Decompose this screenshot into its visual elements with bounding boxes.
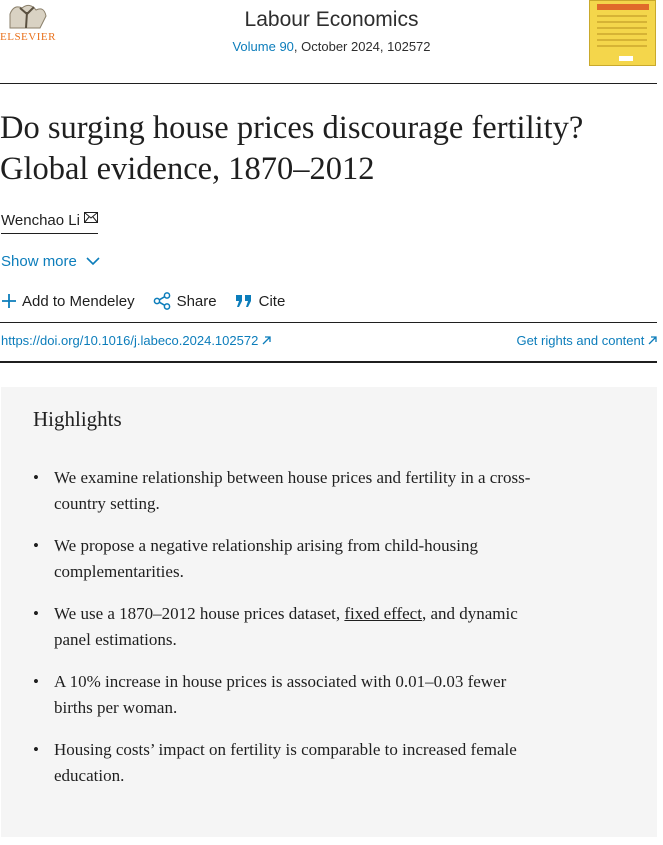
cite-button[interactable]: Cite <box>235 292 286 310</box>
highlight-item: We use a 1870–2012 house prices dataset,… <box>33 601 534 653</box>
external-icon <box>648 336 657 345</box>
highlight-text: We use a 1870–2012 house prices dataset, <box>54 604 345 623</box>
highlight-item: We examine relationship between house pr… <box>33 465 534 517</box>
quote-icon <box>235 295 251 307</box>
external-icon <box>262 336 271 345</box>
highlight-item: We propose a negative relationship arisi… <box>33 533 534 585</box>
show-more[interactable]: Show more <box>1 253 100 270</box>
author[interactable]: Wenchao Li <box>1 212 99 234</box>
rights-text: Get rights and content <box>516 333 645 348</box>
show-more-text: Show more <box>1 253 77 270</box>
title-line: Global evidence, 1870–2012 <box>0 151 375 187</box>
rule <box>0 322 657 323</box>
action-label: Add to Mendeley <box>22 292 135 310</box>
journal-cover[interactable] <box>589 0 656 66</box>
share-button[interactable]: Share <box>153 292 217 310</box>
elsevier-logo <box>0 0 60 30</box>
action-label: Cite <box>258 292 286 310</box>
highlight-text: We propose a negative relationship arisi… <box>54 536 478 581</box>
volume-link[interactable]: Volume 90 <box>232 39 294 54</box>
highlights-heading: Highlights <box>33 407 122 431</box>
mail-icon <box>84 212 99 223</box>
rights-link[interactable]: Get rights and content <box>516 333 657 348</box>
header-rule <box>0 83 657 84</box>
title-line: Do surging house prices discourage ferti… <box>0 110 584 146</box>
topic-link[interactable]: fixed effect <box>344 604 422 623</box>
chevron <box>86 257 100 266</box>
share-icon <box>153 292 170 310</box>
highlights-list: We examine relationship between house pr… <box>33 465 534 805</box>
mendeley-button[interactable]: Add to Mendeley <box>2 292 135 310</box>
doi-link[interactable]: https://doi.org/10.1016/j.labeco.2024.10… <box>1 333 271 348</box>
highlight-text: , and dynamic panel estimations. <box>54 604 518 649</box>
action-bar: Add to Mendeley Share Cite <box>2 292 285 310</box>
action-label: Share <box>176 292 217 310</box>
volume-line: Volume 90, October 2024, 102572 <box>0 39 663 54</box>
journal-link[interactable]: Labour Economics <box>244 8 419 31</box>
publisher: ELSEVIER <box>0 31 56 43</box>
highlight-item: A 10% increase in house prices is associ… <box>33 669 534 721</box>
highlight-item: Housing costs’ impact on fertility is co… <box>33 737 534 789</box>
doi-text: https://doi.org/10.1016/j.labeco.2024.10… <box>1 333 259 348</box>
plus-icon <box>2 294 16 308</box>
article-title: Do surging house prices discourage ferti… <box>0 108 583 190</box>
rule <box>0 361 657 363</box>
author-name: Wenchao Li <box>1 212 80 229</box>
issue: , October 2024, 102572 <box>293 39 431 54</box>
highlight-text: A 10% increase in house prices is associ… <box>54 672 507 717</box>
highlights: Highlights We examine relationship betwe… <box>1 387 657 837</box>
highlight-text: Housing costs’ impact on fertility is co… <box>54 740 517 785</box>
highlight-text: We examine relationship between house pr… <box>54 468 531 513</box>
